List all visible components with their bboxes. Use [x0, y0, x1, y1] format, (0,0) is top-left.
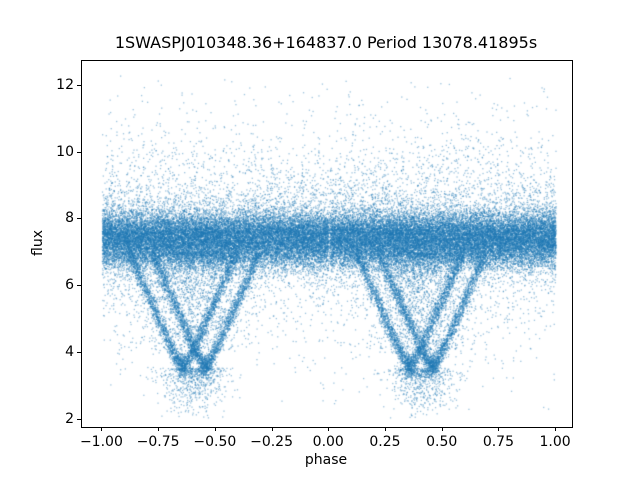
- x-tick-label: 0.00: [312, 434, 344, 450]
- x-tick-mark: [214, 427, 216, 431]
- y-tick-label: 10: [56, 143, 74, 160]
- y-tick-mark: [77, 285, 81, 287]
- plot-title: 1SWASPJ010348.36+164837.0 Period 13078.4…: [114, 33, 538, 52]
- x-tick-label: −0.75: [136, 434, 180, 450]
- y-tick-label: 4: [65, 343, 74, 360]
- x-tick-mark: [328, 427, 330, 431]
- x-axis-label: phase: [304, 452, 348, 468]
- y-tick-mark: [77, 151, 81, 153]
- x-tick-label: −0.50: [193, 434, 237, 450]
- x-tick-mark: [441, 427, 443, 431]
- x-tick-label: −0.25: [250, 434, 293, 450]
- x-tick-label: 1.00: [539, 434, 571, 450]
- x-tick-mark: [384, 427, 386, 431]
- y-tick-mark: [77, 218, 81, 220]
- x-tick-mark: [498, 427, 500, 431]
- x-tick-label: −1.00: [79, 434, 123, 450]
- x-tick-label: 0.50: [426, 434, 458, 450]
- x-tick-mark: [101, 427, 103, 431]
- y-tick-label: 6: [65, 277, 74, 294]
- y-tick-label: 12: [56, 77, 74, 94]
- x-tick-mark: [271, 427, 273, 431]
- plot-area axes-frame: [81, 60, 573, 428]
- x-tick-mark: [555, 427, 557, 431]
- y-axis-label: flux: [30, 230, 46, 256]
- x-tick-label: 0.25: [369, 434, 401, 450]
- y-tick-label: 2: [65, 410, 74, 427]
- y-tick-mark: [77, 418, 81, 420]
- x-tick-label: 0.75: [482, 434, 514, 450]
- scatter-canvas: [82, 61, 572, 427]
- y-tick-mark: [77, 351, 81, 353]
- y-tick-mark: [77, 85, 81, 87]
- x-tick-mark: [158, 427, 160, 431]
- y-tick-label: 8: [65, 210, 74, 227]
